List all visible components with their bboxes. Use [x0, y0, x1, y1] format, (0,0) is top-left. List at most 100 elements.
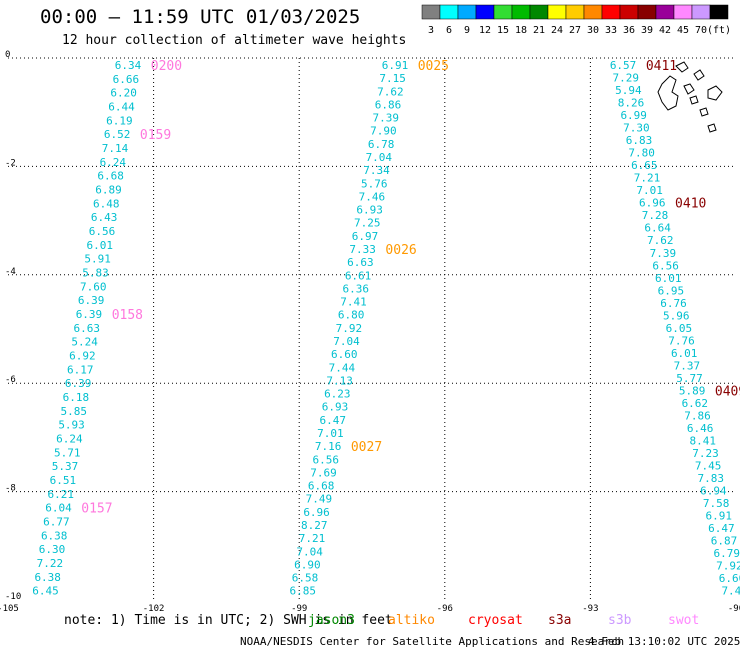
wave-height-value: 7.60: [80, 280, 107, 293]
legend-label-13: 42: [659, 25, 671, 36]
wave-height-value: 6.01: [655, 272, 682, 285]
wave-height-value: 6.58: [292, 572, 319, 585]
track-time-label: 0410: [675, 197, 706, 212]
wave-height-value: 8.26: [618, 97, 645, 110]
wave-height-value: 7.01: [317, 427, 344, 440]
wave-height-value: 6.21: [47, 488, 74, 501]
legend-label-12: 39: [641, 25, 653, 36]
wave-height-value: 6.24: [100, 156, 127, 169]
wave-height-value: 7.46: [359, 190, 386, 203]
track-time-label: 0157: [81, 502, 112, 517]
wave-height-value: 8.41: [690, 435, 717, 448]
wave-height-value: 5.76: [361, 177, 388, 190]
wave-height-value: 7.41: [340, 296, 367, 309]
wave-height-value: 6.57: [610, 59, 637, 72]
wave-height-value: 7.92: [716, 560, 740, 573]
track-time-label: 0409: [715, 384, 740, 399]
wave-height-value: 6.93: [322, 401, 349, 414]
wave-height-value: 7.76: [668, 334, 695, 347]
legend-label-5: 18: [515, 25, 527, 36]
legend-swatch-16: [709, 4, 729, 20]
satellite-label-s3b: s3b: [608, 613, 632, 628]
wave-height-value: 6.52: [104, 128, 131, 141]
wave-height-value: 7.04: [366, 151, 393, 164]
wave-height-value: 7.58: [703, 497, 730, 510]
wave-height-value: 6.76: [660, 297, 687, 310]
wave-height-value: 6.24: [56, 433, 83, 446]
satellite-label-altiko: altiko: [388, 613, 435, 628]
wave-height-value: 6.60: [719, 572, 740, 585]
wave-height-value: 6.64: [644, 222, 671, 235]
wave-height-value: 6.62: [682, 397, 709, 410]
wave-height-value: 7.44: [329, 361, 356, 374]
wave-height-value: 6.44: [108, 101, 135, 114]
wave-height-value: 5.71: [54, 446, 80, 459]
wave-height-value: 6.38: [41, 529, 68, 542]
altimeter-track-3: 6.577.295.948.266.997.306.837.806.657.21…: [610, 59, 740, 598]
wave-height-value: 6.20: [110, 87, 137, 100]
island-outline: [689, 95, 699, 105]
wave-height-value: 7.22: [37, 557, 64, 570]
wave-height-value: 6.63: [347, 256, 374, 269]
island-outline: [707, 85, 723, 101]
wave-height-value: 6.23: [324, 388, 351, 401]
wave-height-value: 6.19: [106, 114, 133, 127]
wave-height-value: 7.04: [333, 335, 360, 348]
wave-height-value: 6.30: [39, 543, 66, 556]
wave-height-value: 6.46: [687, 422, 714, 435]
satellite-label-swot: swot: [668, 613, 700, 628]
page-title: 00:00 — 11:59 UTC 01/03/2025: [40, 6, 361, 28]
wave-height-map[interactable]: -105 -102 -99 -96 -93 -90 0 -2 -4 -6 -8 -10 6.346.66…: [0, 0, 740, 612]
wave-height-value: 6.34: [115, 59, 142, 72]
wave-height-value: 5.85: [60, 405, 87, 418]
wave-height-value: 6.36: [343, 282, 370, 295]
legend-label-2: 9: [464, 25, 470, 36]
wave-height-value: 6.56: [313, 453, 340, 466]
wave-height-value: 6.48: [93, 197, 120, 210]
satellite-label-cryosat: cryosat: [468, 613, 523, 628]
legend-label-4: 15: [497, 25, 509, 36]
wave-height-value: 6.97: [352, 230, 379, 243]
wave-height-value: 7.21: [299, 532, 326, 545]
wave-height-value: 7.41: [721, 585, 740, 598]
wave-height-value: 5.96: [663, 309, 690, 322]
wave-height-value: 7.04: [296, 545, 323, 558]
wave-height-value: 7.86: [684, 409, 711, 422]
track-time-label: 0200: [151, 59, 182, 74]
credit-line: NOAA/NESDIS Center for Satellite Applica…: [240, 635, 625, 648]
wave-height-value: 5.89: [679, 384, 706, 397]
island-outline: [707, 123, 717, 133]
wave-height-value: 5.91: [84, 253, 111, 266]
wave-height-value: 6.89: [95, 184, 122, 197]
wave-height-value: 6.61: [345, 269, 372, 282]
wave-height-value: 7.21: [634, 172, 661, 185]
x-tick-label: -96: [437, 604, 453, 612]
wave-height-value: 6.95: [658, 284, 685, 297]
wave-height-value: 5.83: [82, 267, 109, 280]
x-tick-label: -105: [0, 604, 19, 612]
y-tick-label: -2: [5, 158, 16, 168]
wave-height-value: 5.24: [71, 336, 98, 349]
legend-label-7: 24: [551, 25, 563, 36]
wave-height-value: 5.37: [52, 460, 79, 473]
wave-height-value: 7.45: [695, 460, 722, 473]
wave-height-value: 6.92: [69, 350, 96, 363]
wave-height-value: 6.47: [708, 522, 735, 535]
wave-height-value: 7.01: [636, 184, 663, 197]
track-time-label: 0411: [646, 59, 677, 74]
wave-height-value: 7.62: [377, 85, 404, 98]
wave-height-value: 6.18: [63, 391, 90, 404]
track-time-label: 0026: [385, 243, 416, 258]
wave-height-value: 7.62: [647, 234, 674, 247]
wave-height-value: 6.43: [91, 211, 118, 224]
wave-height-value: 7.13: [326, 374, 353, 387]
track-time-label: 0027: [351, 440, 382, 455]
satellite-label-s3a: s3a: [548, 613, 572, 628]
legend-label-10: 33: [605, 25, 617, 36]
color-legend: 3 6 9 12 15 18 21 24 27 30 33 36 39 42 45 70 (ft): [421, 4, 730, 36]
wave-height-value: 6.04: [45, 502, 72, 515]
track-time-label: 0159: [140, 128, 171, 143]
wave-height-value: 6.96: [639, 197, 666, 210]
wave-height-value: 6.79: [713, 547, 740, 560]
wave-height-value: 7.49: [306, 493, 333, 506]
